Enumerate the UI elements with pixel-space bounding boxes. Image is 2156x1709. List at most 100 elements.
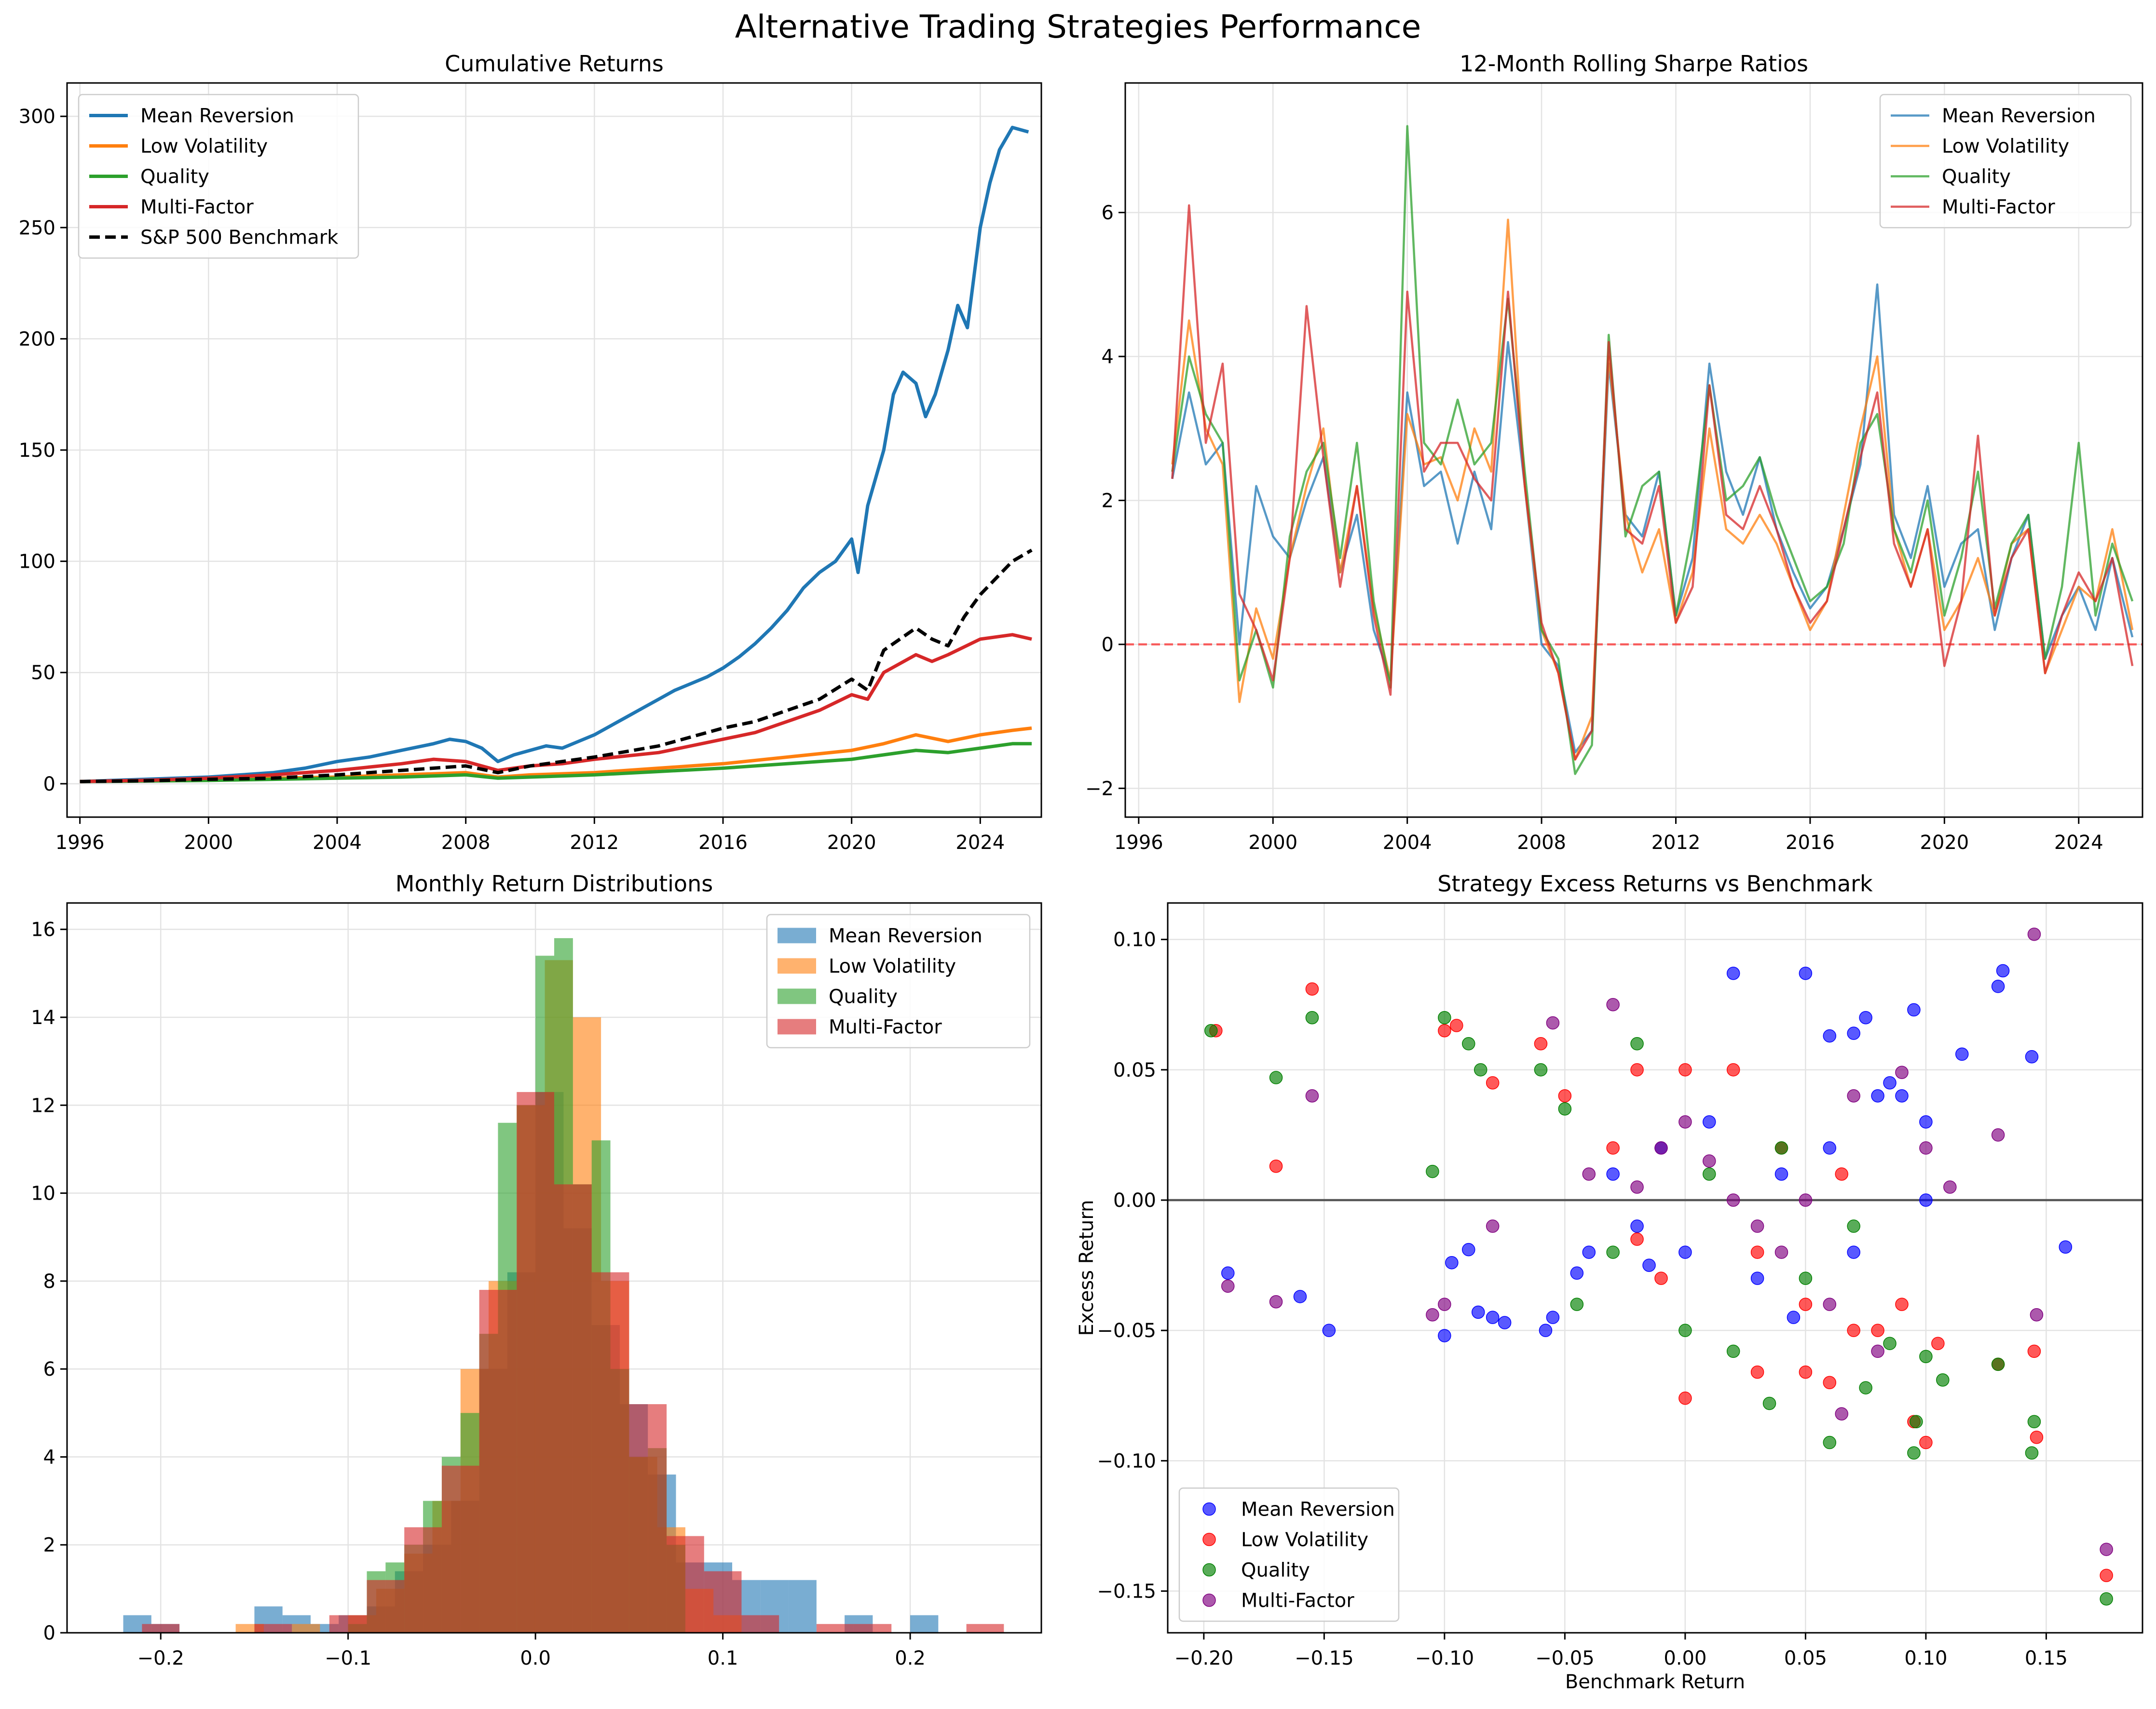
x-tick-label: 2004 (1383, 832, 1432, 854)
y-tick-label: 6 (43, 1358, 55, 1381)
x-tick-label: 0.15 (2025, 1647, 2068, 1669)
histogram-bar (292, 1624, 320, 1633)
scatter-point (1823, 1029, 1837, 1043)
scatter-point (1955, 1047, 1969, 1061)
x-tick-label: −0.1 (325, 1647, 371, 1669)
scatter-point (1269, 1295, 1283, 1309)
x-tick-label: 2024 (955, 832, 1005, 854)
x-tick-label: 2024 (2054, 832, 2103, 854)
scatter-point (1678, 1391, 1692, 1405)
scatter-point (1498, 1316, 1512, 1329)
legend-label: Multi-Factor (1241, 1590, 1354, 1612)
scatter-point (1750, 1365, 1764, 1379)
series-line (80, 742, 1032, 783)
legend-swatch (1202, 1593, 1216, 1607)
x-tick-label: 0.05 (1784, 1647, 1827, 1669)
scatter-point (2030, 1430, 2044, 1444)
scatter-point (1859, 1381, 1872, 1395)
y-tick-label: 50 (31, 662, 55, 684)
scatter-point (1322, 1324, 1336, 1337)
scatter-point (1450, 1019, 1463, 1032)
legend-label: Low Volatility (829, 956, 956, 978)
scatter-point (1871, 1089, 1884, 1103)
series-line (80, 548, 1033, 783)
scatter-point (2100, 1592, 2113, 1606)
y-tick-label: 12 (31, 1094, 55, 1117)
histogram-bar (966, 1624, 1004, 1633)
legend-label: S&P 500 Benchmark (140, 227, 339, 249)
legend-swatch (1202, 1563, 1216, 1577)
scatter-point (1438, 1011, 1451, 1025)
histogram-bar (788, 1580, 817, 1633)
scatter-point (1558, 1102, 1572, 1116)
scatter-point (1703, 1154, 1716, 1168)
scatter-point (1750, 1245, 1764, 1259)
x-tick-label: 2016 (1786, 832, 1835, 854)
plot-area (1168, 928, 2142, 1606)
y-tick-label: 2 (43, 1534, 55, 1557)
scatter-point (1835, 1407, 1848, 1421)
scatter-point (1269, 1071, 1283, 1084)
scatter-point (1847, 1089, 1860, 1103)
scatter-point (1654, 1141, 1668, 1155)
y-tick-label: 0 (43, 773, 55, 795)
scatter-point (1204, 1024, 1218, 1038)
scatter-point (1847, 1245, 1860, 1259)
scatter-point (1799, 1365, 1813, 1379)
scatter-point (1787, 1311, 1801, 1324)
figure-suptitle: Alternative Trading Strategies Performan… (735, 8, 1421, 45)
y-tick-label: 250 (19, 217, 55, 239)
scatter-point (1919, 1350, 1933, 1363)
x-tick-label: −0.20 (1174, 1647, 1234, 1669)
y-tick-label: 2 (1102, 490, 1114, 512)
series-line (1171, 204, 2134, 761)
scatter-point (1799, 1271, 1813, 1285)
legend-label: Multi-Factor (1942, 196, 2055, 219)
scatter-point (1654, 1271, 1668, 1285)
scatter-point (1678, 1115, 1692, 1129)
histogram-bar (854, 1624, 892, 1633)
scatter-point (1823, 1436, 1837, 1449)
scatter-point (2100, 1569, 2113, 1582)
scatter-point (1606, 998, 1620, 1012)
scatter-point (2027, 1344, 2041, 1358)
axes-frame (1124, 82, 2143, 818)
scatter-point (1936, 1373, 1950, 1387)
legend-box (766, 914, 1031, 1049)
x-tick-label: −0.05 (1535, 1647, 1595, 1669)
scatter-point (1895, 1089, 1909, 1103)
x-tick-label: 1996 (55, 832, 105, 854)
scatter-point (1570, 1298, 1584, 1311)
scatter-point (1726, 967, 1740, 980)
y-tick-label: 10 (31, 1183, 55, 1205)
histogram-bar (704, 1571, 742, 1633)
scatter-point (2059, 1240, 2073, 1254)
scatter-point (1630, 1063, 1644, 1077)
x-tick-label: 0.10 (1904, 1647, 1947, 1669)
scatter-point (2100, 1543, 2113, 1556)
plot-area (80, 125, 1033, 783)
scatter-point (1703, 1115, 1716, 1129)
chart-panel-2: 1996 2000 2004 2008 2012 2016 2020 2024 −2 0 2 4 6 12… (1085, 51, 2143, 854)
x-tick-label: 2020 (1920, 832, 1969, 854)
scatter-point (1582, 1167, 1596, 1181)
histogram-bar (816, 1624, 854, 1633)
scatter-point (1438, 1024, 1451, 1038)
plot-area (1125, 125, 2142, 775)
legend-label: Mean Reversion (1942, 105, 2096, 127)
histogram-bar (329, 1615, 367, 1633)
x-tick-label: 2008 (1517, 832, 1566, 854)
scatter-point (1847, 1219, 1860, 1233)
scatter-point (1642, 1258, 1656, 1272)
histogram-bar (142, 1624, 180, 1633)
axes-frame (1167, 902, 2143, 1634)
scatter-point (1438, 1329, 1451, 1342)
legend-label: Mean Reversion (1241, 1499, 1395, 1521)
legend: Mean Reversion Low Volatility Quality Multi… (1879, 94, 2132, 229)
x-tick-label: 2012 (1651, 832, 1701, 854)
x-tick-label: −0.2 (137, 1647, 184, 1669)
scatter-point (1726, 1193, 1740, 1207)
scatter-point (1907, 1446, 1921, 1460)
series-line (80, 633, 1032, 783)
scatter-point (1883, 1076, 1897, 1090)
